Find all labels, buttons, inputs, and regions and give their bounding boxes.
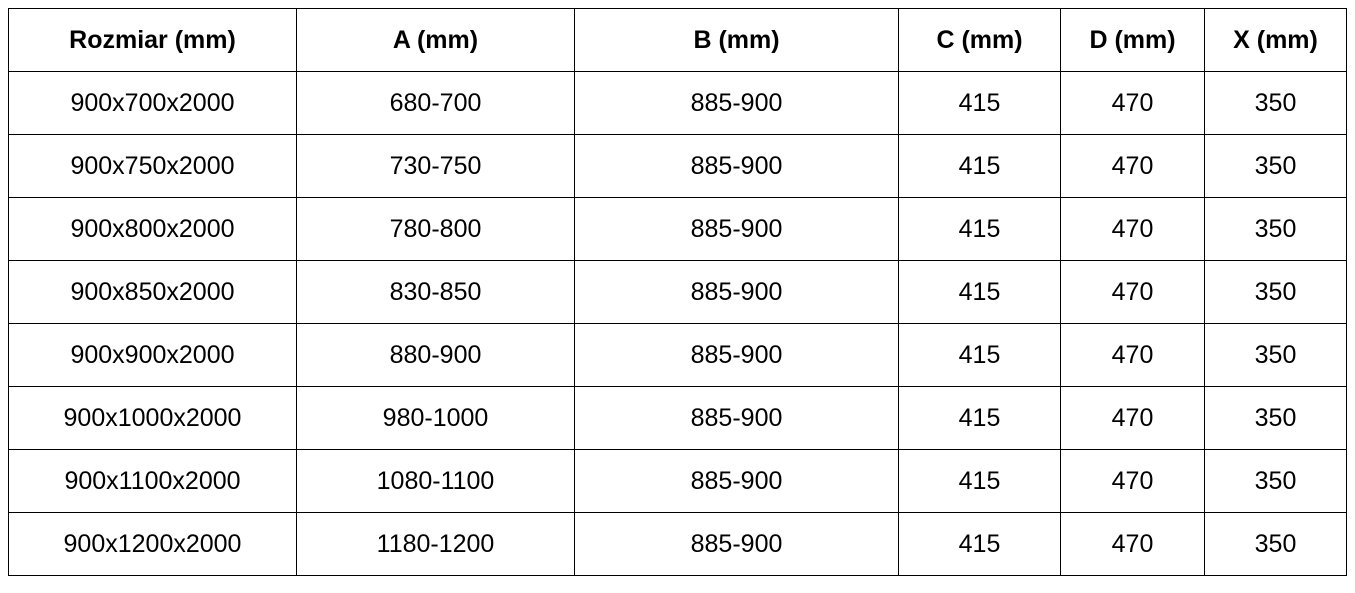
column-header-a: A (mm) <box>296 8 575 72</box>
cell-size: 900x850x2000 <box>8 260 297 324</box>
column-header-d: D (mm) <box>1060 8 1205 72</box>
cell-x: 350 <box>1204 323 1347 387</box>
cell-d: 470 <box>1060 134 1205 198</box>
cell-b: 885-900 <box>574 512 899 576</box>
cell-c: 415 <box>898 323 1061 387</box>
column-header-b: B (mm) <box>574 8 899 72</box>
cell-d: 470 <box>1060 197 1205 261</box>
cell-b: 885-900 <box>574 197 899 261</box>
cell-a: 1180-1200 <box>296 512 575 576</box>
cell-d: 470 <box>1060 260 1205 324</box>
table-row: 900x700x2000 680-700 885-900 415 470 350 <box>8 71 1347 135</box>
cell-d: 470 <box>1060 71 1205 135</box>
cell-b: 885-900 <box>574 134 899 198</box>
cell-a: 830-850 <box>296 260 575 324</box>
cell-a: 1080-1100 <box>296 449 575 513</box>
cell-a: 980-1000 <box>296 386 575 450</box>
cell-size: 900x700x2000 <box>8 71 297 135</box>
table-row: 900x800x2000 780-800 885-900 415 470 350 <box>8 197 1347 261</box>
cell-size: 900x1200x2000 <box>8 512 297 576</box>
cell-x: 350 <box>1204 260 1347 324</box>
cell-x: 350 <box>1204 449 1347 513</box>
cell-x: 350 <box>1204 134 1347 198</box>
cell-b: 885-900 <box>574 386 899 450</box>
table-row: 900x900x2000 880-900 885-900 415 470 350 <box>8 323 1347 387</box>
cell-x: 350 <box>1204 386 1347 450</box>
table-row: 900x1200x2000 1180-1200 885-900 415 470 350 <box>8 512 1347 576</box>
column-header-c: C (mm) <box>898 8 1061 72</box>
column-header-size: Rozmiar (mm) <box>8 8 297 72</box>
cell-c: 415 <box>898 260 1061 324</box>
cell-d: 470 <box>1060 449 1205 513</box>
cell-c: 415 <box>898 134 1061 198</box>
cell-c: 415 <box>898 449 1061 513</box>
dimensions-table: Rozmiar (mm) A (mm) B (mm) C (mm) D (mm) X (m… <box>8 8 1347 576</box>
column-header-x: X (mm) <box>1204 8 1347 72</box>
cell-a: 880-900 <box>296 323 575 387</box>
cell-d: 470 <box>1060 386 1205 450</box>
cell-x: 350 <box>1204 512 1347 576</box>
table-row: 900x750x2000 730-750 885-900 415 470 350 <box>8 134 1347 198</box>
cell-c: 415 <box>898 386 1061 450</box>
cell-b: 885-900 <box>574 449 899 513</box>
cell-size: 900x750x2000 <box>8 134 297 198</box>
cell-size: 900x1000x2000 <box>8 386 297 450</box>
cell-b: 885-900 <box>574 260 899 324</box>
header-row: Rozmiar (mm) A (mm) B (mm) C (mm) D (mm) X (m… <box>8 8 1347 72</box>
cell-size: 900x1100x2000 <box>8 449 297 513</box>
cell-x: 350 <box>1204 197 1347 261</box>
cell-a: 680-700 <box>296 71 575 135</box>
cell-a: 780-800 <box>296 197 575 261</box>
cell-b: 885-900 <box>574 323 899 387</box>
cell-b: 885-900 <box>574 71 899 135</box>
cell-size: 900x800x2000 <box>8 197 297 261</box>
cell-c: 415 <box>898 512 1061 576</box>
cell-size: 900x900x2000 <box>8 323 297 387</box>
cell-d: 470 <box>1060 512 1205 576</box>
cell-x: 350 <box>1204 71 1347 135</box>
cell-d: 470 <box>1060 323 1205 387</box>
table-row: 900x850x2000 830-850 885-900 415 470 350 <box>8 260 1347 324</box>
table-row: 900x1000x2000 980-1000 885-900 415 470 350 <box>8 386 1347 450</box>
cell-c: 415 <box>898 71 1061 135</box>
table-row: 900x1100x2000 1080-1100 885-900 415 470 350 <box>8 449 1347 513</box>
cell-c: 415 <box>898 197 1061 261</box>
cell-a: 730-750 <box>296 134 575 198</box>
